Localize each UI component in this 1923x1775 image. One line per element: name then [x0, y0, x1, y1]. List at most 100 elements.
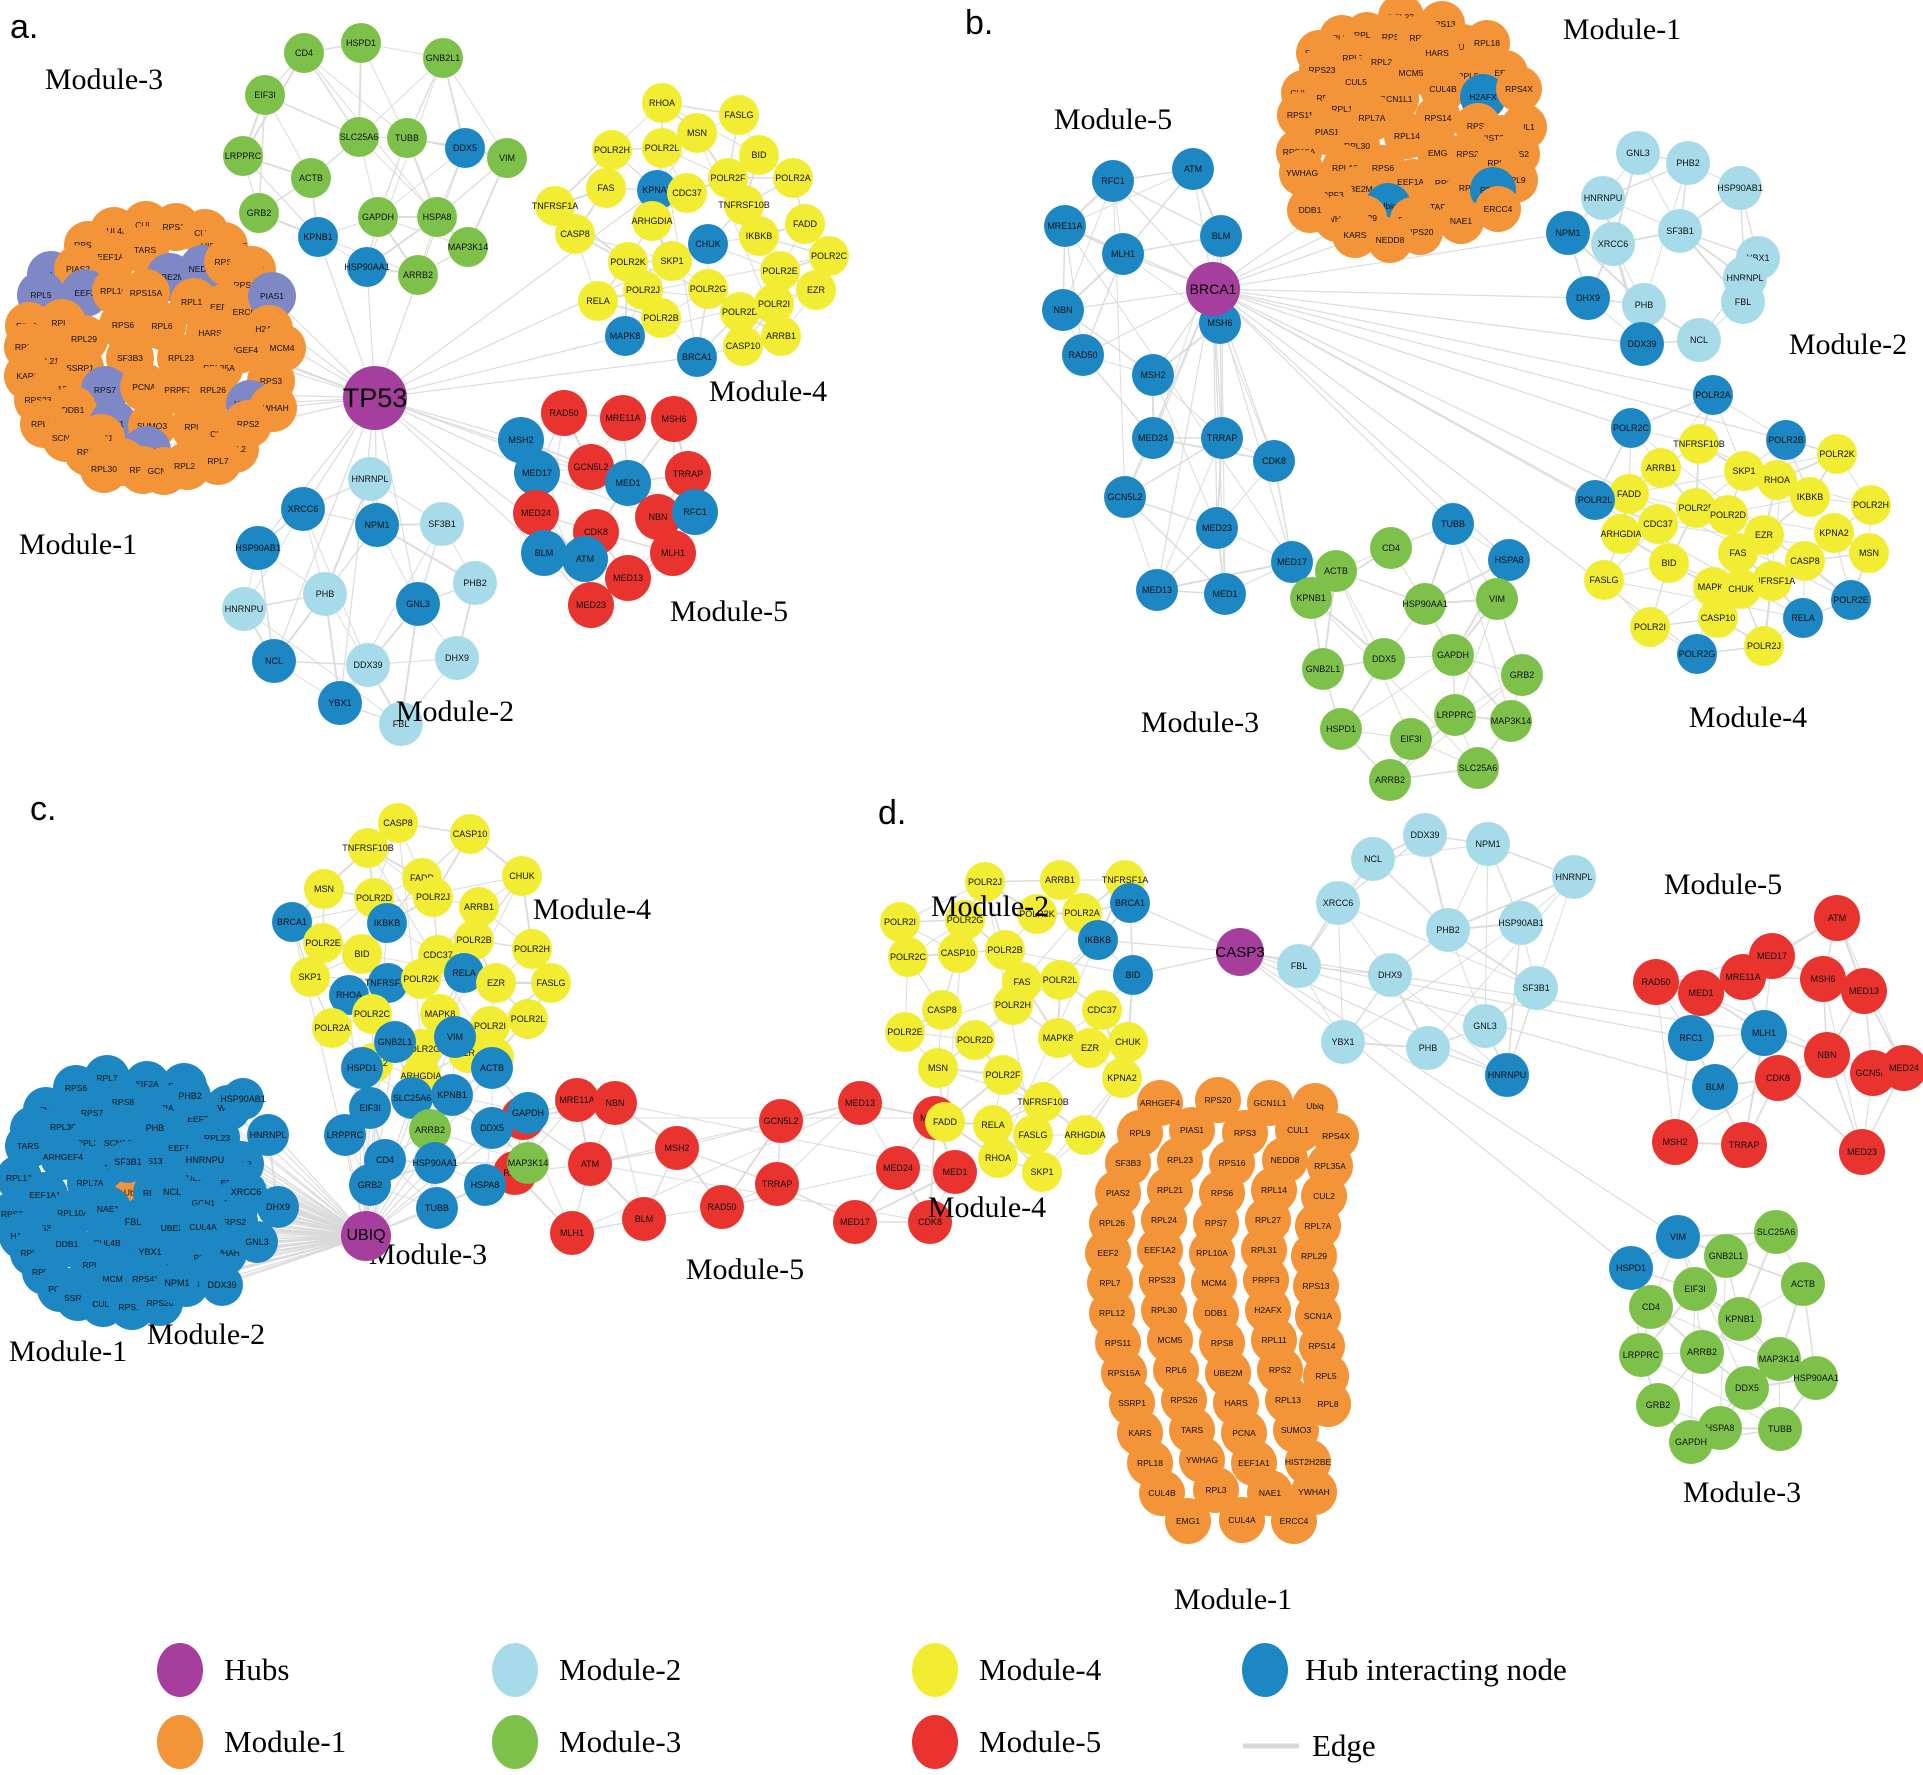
- node-arrb1[interactable]: ARRB1: [761, 316, 801, 356]
- node-cdc37[interactable]: CDC37: [667, 173, 707, 213]
- node-cdk8[interactable]: CDK8: [908, 1200, 952, 1244]
- node-trrap[interactable]: TRRAP: [1721, 1122, 1767, 1168]
- node-chuk[interactable]: CHUK: [502, 856, 542, 896]
- node-mlh1[interactable]: MLH1: [1102, 233, 1144, 275]
- node-bid[interactable]: BID: [739, 135, 779, 175]
- node-kpna2[interactable]: KPNA2: [1102, 1058, 1142, 1098]
- node-gapdh[interactable]: GAPDH: [1669, 1420, 1713, 1464]
- node-vim[interactable]: VIM: [487, 138, 527, 178]
- node-dhx9[interactable]: DHX9: [435, 636, 479, 680]
- node-hsp90aa1[interactable]: HSP90AA1: [412, 1142, 458, 1184]
- node-hsp90aa1[interactable]: HSP90AA1: [344, 247, 390, 287]
- node-cdk8[interactable]: CDK8: [1755, 1055, 1801, 1101]
- node-polr2d[interactable]: POLR2D: [720, 292, 760, 332]
- node-polr2d[interactable]: POLR2D: [955, 1020, 995, 1060]
- node-casp10[interactable]: CASP10: [723, 326, 763, 366]
- node-trrap[interactable]: TRRAP: [1201, 417, 1243, 459]
- node-kpna2[interactable]: KPNA2: [1814, 513, 1854, 553]
- node-polr2e[interactable]: POLR2E: [885, 1012, 925, 1052]
- node-casp8[interactable]: CASP8: [555, 214, 595, 254]
- node-nbn[interactable]: NBN: [1042, 289, 1084, 331]
- node-hsp90aa1[interactable]: HSP90AA1: [1402, 583, 1448, 625]
- node-cdk8[interactable]: CDK8: [1253, 440, 1295, 482]
- node-slc25a6[interactable]: SLC25A6: [1457, 747, 1499, 789]
- node-phb2[interactable]: PHB2: [1426, 908, 1470, 952]
- node-hnrnpl[interactable]: HNRNPL: [1552, 855, 1596, 899]
- node-gnl3[interactable]: GNL3: [236, 1221, 278, 1263]
- node-polr2h[interactable]: POLR2H: [592, 130, 632, 170]
- node-tnfrsf10b[interactable]: TNFRSF10B: [342, 828, 394, 868]
- node-faslg[interactable]: FASLG: [531, 963, 571, 1003]
- node-arhgdia[interactable]: ARHGDIA: [1065, 1115, 1106, 1155]
- node-arrb2[interactable]: ARRB2: [1369, 759, 1411, 801]
- node-nbn[interactable]: NBN: [593, 1081, 637, 1125]
- node-polr2c[interactable]: POLR2C: [888, 937, 928, 977]
- node-faslg[interactable]: FASLG: [1013, 1115, 1053, 1155]
- node-mre11a[interactable]: MRE11A: [1044, 205, 1086, 247]
- node-dhx9[interactable]: DHX9: [1368, 953, 1412, 997]
- node-mre11a[interactable]: MRE11A: [555, 1078, 599, 1122]
- node-cd4[interactable]: CD4: [1629, 1285, 1673, 1329]
- node-kpnb1[interactable]: KPNB1: [431, 1074, 473, 1116]
- node-cd4[interactable]: CD4: [284, 33, 324, 73]
- node-hspa8[interactable]: HSPA8: [1488, 539, 1530, 581]
- node-xrcc6[interactable]: XRCC6: [1591, 222, 1635, 266]
- node-polr2h[interactable]: POLR2H: [512, 929, 552, 969]
- node-chuk[interactable]: CHUK: [1721, 569, 1761, 609]
- node-sf3b1[interactable]: SF3B1: [107, 1141, 149, 1183]
- node-med24[interactable]: MED24: [513, 490, 559, 536]
- node-msh2[interactable]: MSH2: [655, 1126, 699, 1170]
- node-arhgdia[interactable]: ARHGDIA: [1601, 514, 1642, 554]
- node-hspd1[interactable]: HSPD1: [1320, 708, 1362, 750]
- node-msh6[interactable]: MSH6: [1800, 956, 1846, 1002]
- node-rhoa[interactable]: RHOA: [642, 83, 682, 123]
- node-msh6[interactable]: MSH6: [651, 396, 697, 442]
- hub-node-tp53[interactable]: TP53: [343, 366, 407, 430]
- node-msn[interactable]: MSN: [918, 1048, 958, 1088]
- node-vim[interactable]: VIM: [1476, 578, 1518, 620]
- node-cul4a[interactable]: CUL4A: [1219, 1497, 1265, 1543]
- node-bid[interactable]: BID: [1649, 543, 1689, 583]
- node-tubb[interactable]: TUBB: [1758, 1407, 1802, 1451]
- node-ddx5[interactable]: DDX5: [1725, 1366, 1769, 1410]
- node-gnb2l1[interactable]: GNB2L1: [423, 38, 463, 78]
- node-fas[interactable]: FAS: [1718, 533, 1758, 573]
- node-blm[interactable]: BLM: [622, 1197, 666, 1241]
- node-fbl[interactable]: FBL: [379, 702, 423, 746]
- hub-node-casp3[interactable]: CASP3: [1215, 928, 1265, 976]
- node-map3k14[interactable]: MAP3K14: [507, 1142, 549, 1184]
- node-phb2[interactable]: PHB2: [169, 1075, 211, 1117]
- node-hsp90ab1[interactable]: HSP90AB1: [1498, 901, 1544, 945]
- node-lrpprc[interactable]: LRPPRC: [1619, 1333, 1663, 1377]
- node-polr2k[interactable]: POLR2K: [1817, 434, 1857, 474]
- node-trrap[interactable]: TRRAP: [665, 451, 711, 497]
- node-cdc37[interactable]: CDC37: [1638, 504, 1678, 544]
- node-hsp90ab1[interactable]: HSP90AB1: [220, 1078, 266, 1120]
- node-tubb[interactable]: TUBB: [416, 1187, 458, 1229]
- node-tubb[interactable]: TUBB: [1432, 503, 1474, 545]
- node-fbl[interactable]: FBL: [1277, 944, 1321, 988]
- node-med24[interactable]: MED24: [876, 1146, 920, 1190]
- node-rpl7[interactable]: RPL7: [194, 437, 242, 485]
- node-polr2g[interactable]: POLR2G: [1677, 634, 1717, 674]
- node-phb[interactable]: PHB: [1622, 283, 1666, 327]
- node-arrb1[interactable]: ARRB1: [1641, 448, 1681, 488]
- node-gcn5l2[interactable]: GCN5L2: [759, 1099, 803, 1143]
- node-dhx9[interactable]: DHX9: [257, 1186, 299, 1228]
- node-sf3b1[interactable]: SF3B1: [1514, 966, 1558, 1010]
- node-tnfrsf10b[interactable]: TNFRSF10B: [1673, 424, 1725, 464]
- node-polr2a[interactable]: POLR2A: [1693, 375, 1733, 415]
- node-xrcc6[interactable]: XRCC6: [281, 487, 325, 531]
- node-ncl[interactable]: NCL: [1351, 837, 1395, 881]
- node-ercc4[interactable]: ERCC4: [1475, 186, 1521, 232]
- node-casp8[interactable]: CASP8: [1785, 541, 1825, 581]
- node-med1[interactable]: MED1: [1204, 573, 1246, 615]
- node-brca1[interactable]: BRCA1: [677, 337, 717, 377]
- node-sf3b1[interactable]: SF3B1: [420, 502, 464, 546]
- node-grb2[interactable]: GRB2: [1636, 1383, 1680, 1427]
- node-fadd[interactable]: FADD: [785, 204, 825, 244]
- node-grb2[interactable]: GRB2: [239, 193, 279, 233]
- node-polr2k[interactable]: POLR2K: [401, 959, 441, 999]
- node-polr2j[interactable]: POLR2J: [965, 862, 1005, 902]
- node-lrpprc[interactable]: LRPPRC: [324, 1114, 366, 1156]
